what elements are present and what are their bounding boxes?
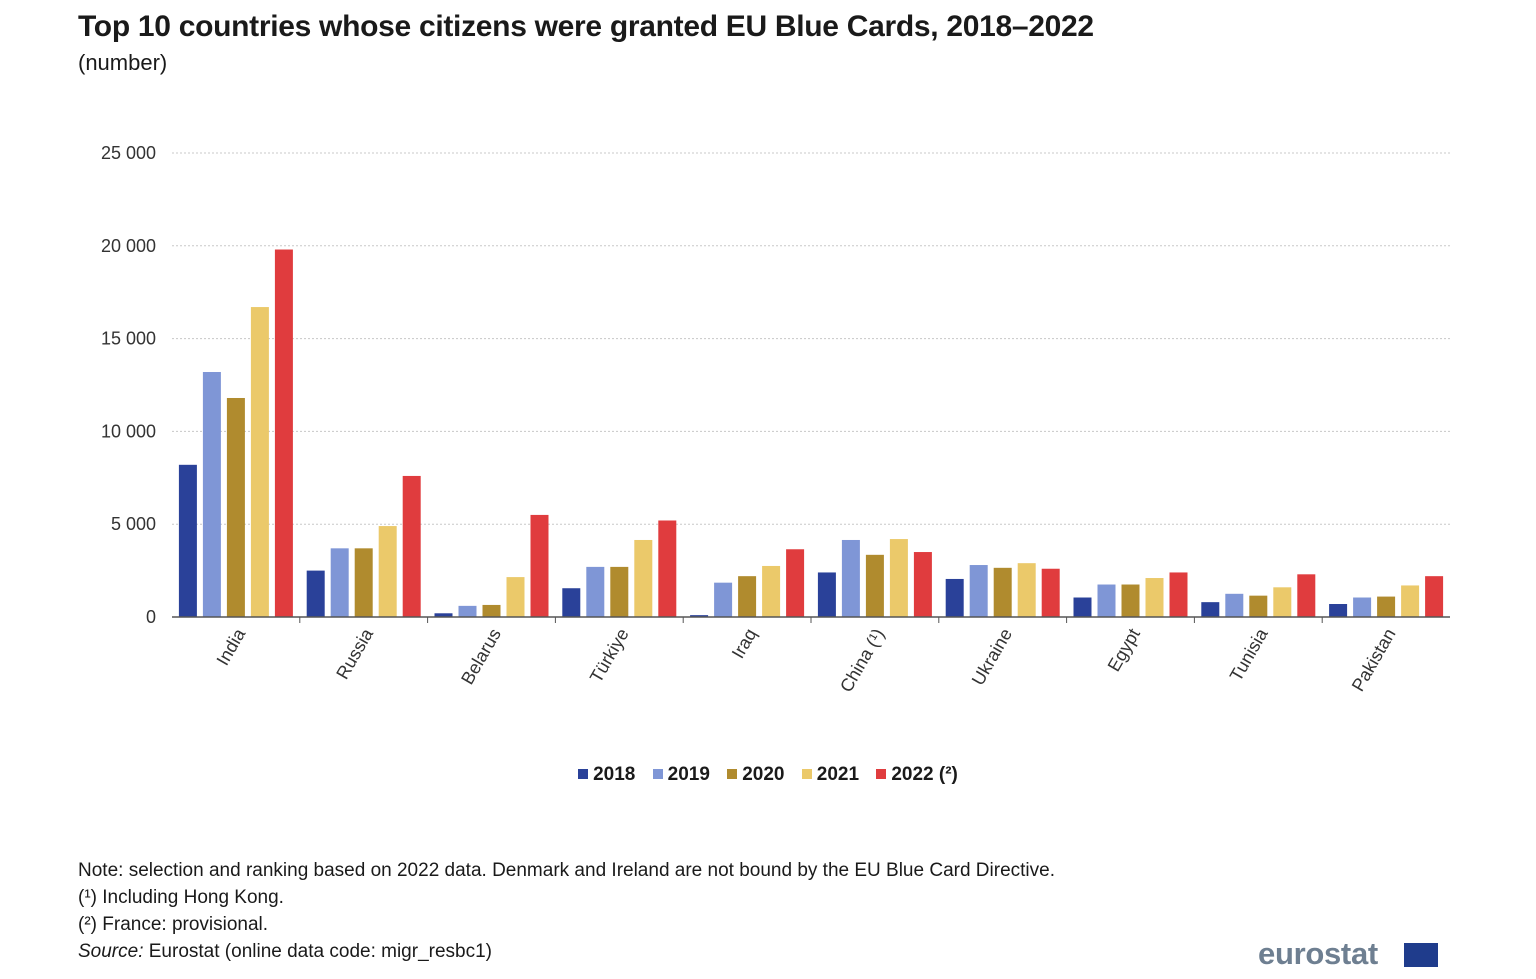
- source-text: Eurostat (online data code: migr_resbc1): [143, 941, 492, 962]
- bar: [226, 397, 245, 617]
- bar: [658, 520, 677, 617]
- footnote-2: (²) France: provisional.: [78, 914, 269, 935]
- legend-label-2020: 2020: [742, 764, 785, 785]
- bar: [738, 576, 757, 617]
- x-category-label: Russia: [332, 624, 377, 683]
- bar: [913, 552, 932, 617]
- x-category-label: Belarus: [457, 625, 505, 688]
- bar: [354, 548, 373, 617]
- bar: [330, 548, 349, 617]
- bar: [714, 582, 733, 617]
- bar: [817, 572, 836, 617]
- bar: [506, 577, 525, 617]
- bar: [434, 613, 453, 617]
- bar: [1329, 604, 1348, 617]
- eurostat-logo: eurostat: [1258, 936, 1378, 971]
- x-category-label: Türkiye: [586, 625, 633, 686]
- bar: [1297, 574, 1316, 617]
- legend-swatch-2019: [652, 769, 663, 779]
- bar: [786, 549, 805, 617]
- legend-swatch-2020: [727, 769, 738, 779]
- source-line: Source: Eurostat (online data code: migr…: [78, 938, 1055, 965]
- legend-label-2022: 2022 (²): [891, 764, 958, 785]
- footnote-1: (¹) Including Hong Kong.: [78, 887, 284, 908]
- chart-subtitle: (number): [78, 50, 168, 75]
- bar: [274, 249, 293, 617]
- bar: [1249, 595, 1268, 617]
- bar: [306, 570, 325, 617]
- x-category-label: Tunisia: [1226, 624, 1272, 685]
- y-tick-label: 10 000: [101, 421, 156, 441]
- eu-flag-icon: [1404, 943, 1438, 967]
- bar: [1353, 597, 1372, 617]
- legend-item-2018: 2018: [578, 764, 635, 786]
- y-tick-label: 0: [146, 607, 156, 627]
- x-category-label: Ukraine: [968, 625, 1016, 689]
- bar: [202, 372, 221, 617]
- bar: [1097, 584, 1116, 617]
- legend-label-2018: 2018: [593, 764, 636, 785]
- y-tick-label: 5 000: [111, 514, 156, 534]
- bar: [1017, 563, 1036, 617]
- legend-label-2019: 2019: [667, 764, 710, 785]
- x-category-label: China (¹): [836, 625, 888, 696]
- bar: [178, 464, 197, 617]
- legend-item-2019: 2019: [652, 764, 710, 786]
- bar: [562, 588, 581, 617]
- bar-chart: 0 5 000 10 000 15 000 20 000 25 000 India Russi…: [101, 143, 1450, 696]
- bar: [1145, 578, 1164, 617]
- legend: 2018 2019 2020 2021 2022 (²): [0, 764, 1536, 786]
- note-text: Note: selection and ranking based on 202…: [78, 860, 1055, 881]
- bar: [530, 514, 549, 617]
- legend-swatch-2021: [801, 769, 812, 779]
- bar: [634, 539, 653, 617]
- bar: [1425, 576, 1444, 617]
- x-category-label: Iraq: [728, 625, 761, 662]
- bar: [1225, 593, 1244, 617]
- bar: [1401, 585, 1420, 617]
- bar: [1121, 584, 1140, 617]
- bar: [1169, 572, 1188, 617]
- bar: [1201, 602, 1220, 617]
- bar: [482, 604, 501, 617]
- bar: [1041, 568, 1060, 617]
- bar: [1273, 587, 1292, 617]
- bar: [945, 578, 964, 617]
- bar: [969, 565, 988, 617]
- x-category-label: India: [213, 624, 250, 669]
- footnotes: Note: selection and ranking based on 202…: [78, 857, 1055, 965]
- y-tick-label: 25 000: [101, 143, 156, 163]
- bar: [993, 567, 1012, 617]
- bar: [402, 475, 421, 617]
- bar: [889, 539, 908, 617]
- y-tick-label: 15 000: [101, 329, 156, 349]
- legend-item-2020: 2020: [727, 764, 785, 786]
- legend-item-2022: 2022 (²): [876, 764, 958, 786]
- legend-item-2021: 2021: [801, 764, 860, 786]
- bar: [458, 605, 477, 617]
- legend-swatch-2022: [876, 769, 887, 779]
- bar: [586, 566, 605, 617]
- bar: [610, 566, 629, 617]
- x-category-label: Pakistan: [1348, 625, 1400, 695]
- legend-label-2021: 2021: [816, 764, 860, 785]
- bar: [1073, 597, 1092, 617]
- legend-swatch-2018: [578, 769, 589, 779]
- bar: [841, 539, 860, 617]
- x-category-label: Egypt: [1104, 625, 1144, 675]
- bar: [378, 526, 397, 617]
- bar: [865, 554, 884, 617]
- bar: [250, 307, 269, 617]
- source-label: Source:: [78, 941, 144, 962]
- bar: [762, 565, 781, 617]
- chart-title: Top 10 countries whose citizens were gra…: [78, 10, 1094, 43]
- y-tick-label: 20 000: [101, 236, 156, 256]
- bar: [690, 615, 709, 617]
- bar: [1377, 596, 1396, 617]
